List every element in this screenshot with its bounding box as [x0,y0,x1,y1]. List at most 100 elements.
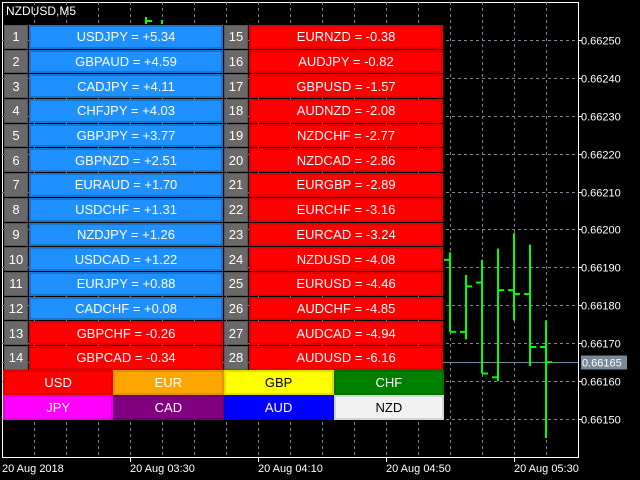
table-row: 11 EURJPY = +0.88 25 EURUSD = -4.46 [3,271,444,296]
rank-label: 11 [4,271,28,296]
y-tick-label: 0.66160 [581,377,621,389]
rank-label: 20 [224,148,248,173]
y-tick-label: 0.66210 [581,188,621,200]
pair-entry: 21 EURGBP = -2.89 [223,172,443,197]
pair-entry: 11 EURJPY = +0.88 [3,271,223,296]
y-tick-label: 0.66200 [581,225,621,237]
rank-label: 16 [224,49,248,74]
pair-strength-button[interactable]: EURAUD = +1.70 [29,173,223,197]
currency-button-jpy[interactable]: JPY [3,394,114,420]
pair-strength-button[interactable]: EURCAD = -3.24 [249,222,443,247]
pair-strength-button[interactable]: CADJPY = +4.11 [29,74,223,99]
table-row: 3 CADJPY = +4.11 17 GBPUSD = -1.57 [3,73,444,99]
currency-button-eur[interactable]: EUR [113,369,224,395]
pair-strength-button[interactable]: NZDCAD = -2.86 [249,148,443,173]
rank-label: 10 [4,247,28,271]
pair-entry: 16 AUDJPY = -0.82 [223,49,443,74]
pair-entry: 20 NZDCAD = -2.86 [223,147,443,173]
rank-label: 3 [4,74,28,99]
pair-entry: 15 EURNZD = -0.38 [223,24,443,49]
rank-label: 28 [224,345,248,370]
table-row: 5 GBPJPY = +3.77 19 NZDCHF = -2.77 [3,123,444,148]
pair-entry: 13 GBPCHF = -0.26 [3,320,223,345]
pair-entry: 6 GBPNZD = +2.51 [3,147,223,173]
pair-entry: 9 NZDJPY = +1.26 [3,222,223,247]
pair-entry: 25 EURUSD = -4.46 [223,271,443,296]
rank-label: 17 [224,74,248,99]
pair-entry: 19 NZDCHF = -2.77 [223,123,443,148]
pair-strength-button[interactable]: USDCAD = +1.22 [29,247,223,271]
table-row: 8 USDCHF = +1.31 22 EURCHF = -3.16 [3,197,444,222]
pair-entry: 10 USDCAD = +1.22 [3,246,223,271]
pair-strength-button[interactable]: NZDJPY = +1.26 [29,222,223,247]
pair-strength-button[interactable]: CHFJPY = +4.03 [29,99,223,123]
pair-strength-button[interactable]: AUDCHF = -4.85 [249,296,443,321]
pair-entry: 23 EURCAD = -3.24 [223,222,443,247]
currency-button-cad[interactable]: CAD [113,394,224,420]
x-tick-label: 20 Aug 04:10 [258,463,323,475]
pair-entry: 7 EURAUD = +1.70 [3,172,223,197]
table-row: 7 EURAUD = +1.70 21 EURGBP = -2.89 [3,172,444,197]
pair-entry: 26 AUDCHF = -4.85 [223,296,443,321]
table-row: 6 GBPNZD = +2.51 20 NZDCAD = -2.86 [3,147,444,173]
pair-entry: 1 USDJPY = +5.34 [3,24,223,49]
rank-label: 6 [4,148,28,173]
pair-strength-button[interactable]: GBPJPY = +3.77 [29,123,223,148]
pair-strength-button[interactable]: AUDUSD = -6.16 [249,345,443,370]
pair-strength-button[interactable]: GBPCHF = -0.26 [29,321,223,345]
rank-label: 12 [4,296,28,321]
rank-label: 14 [4,345,28,370]
rank-label: 1 [4,25,28,49]
rank-label: 26 [224,296,248,321]
pair-strength-button[interactable]: GBPUSD = -1.57 [249,74,443,99]
x-tick-label: 20 Aug 2018 [2,463,64,475]
pair-strength-button[interactable]: AUDJPY = -0.82 [249,49,443,74]
pair-strength-button[interactable]: EURUSD = -4.46 [249,271,443,296]
pair-strength-button[interactable]: CADCHF = +0.08 [29,296,223,321]
y-tick-label: 0.66250 [581,36,621,48]
rank-label: 22 [224,197,248,222]
pair-strength-button[interactable]: USDJPY = +5.34 [29,25,223,49]
rank-label: 21 [224,173,248,197]
currency-button-chf[interactable]: CHF [333,369,444,395]
rank-label: 5 [4,123,28,148]
rank-label: 18 [224,99,248,123]
y-tick-label: 0.66150 [581,415,621,427]
pair-strength-button[interactable]: USDCHF = +1.31 [29,197,223,222]
rank-label: 2 [4,49,28,74]
currency-button-aud[interactable]: AUD [223,394,334,420]
pair-entry: 4 CHFJPY = +4.03 [3,98,223,123]
pair-entry: 24 NZDUSD = -4.08 [223,246,443,271]
y-tick-label: 0.66190 [581,263,621,275]
pair-strength-button[interactable]: EURNZD = -0.38 [249,25,443,49]
pair-strength-button[interactable]: GBPNZD = +2.51 [29,148,223,173]
pair-strength-button[interactable]: GBPCAD = -0.34 [29,345,223,370]
currency-button-nzd[interactable]: NZD [333,394,444,420]
currency-row: JPY CAD AUD NZD [3,394,444,420]
pair-entry: 18 AUDNZD = -2.08 [223,98,443,123]
pair-entry: 8 USDCHF = +1.31 [3,197,223,222]
pair-strength-button[interactable]: EURCHF = -3.16 [249,197,443,222]
rank-label: 23 [224,222,248,247]
currency-strength-panel: 1 USDJPY = +5.34 15 EURNZD = -0.38 2 GBPAUD =… [3,24,444,420]
x-tick-label: 20 Aug 05:30 [514,463,579,475]
rank-label: 9 [4,222,28,247]
rank-label: 15 [224,25,248,49]
currency-button-usd[interactable]: USD [3,369,114,395]
pair-strength-button[interactable]: EURGBP = -2.89 [249,173,443,197]
pair-strength-button[interactable]: NZDUSD = -4.08 [249,247,443,271]
pair-entry: 12 CADCHF = +0.08 [3,296,223,321]
pair-entry: 2 GBPAUD = +4.59 [3,49,223,74]
table-row: 4 CHFJPY = +4.03 18 AUDNZD = -2.08 [3,98,444,123]
table-row: 2 GBPAUD = +4.59 16 AUDJPY = -0.82 [3,49,444,74]
pair-strength-button[interactable]: EURJPY = +0.88 [29,271,223,296]
currency-button-gbp[interactable]: GBP [223,369,334,395]
pair-strength-button[interactable]: AUDCAD = -4.94 [249,321,443,345]
rank-label: 7 [4,173,28,197]
table-row: 14 GBPCAD = -0.34 28 AUDUSD = -6.16 [3,345,444,370]
pair-strength-button[interactable]: AUDNZD = -2.08 [249,99,443,123]
pair-strength-button[interactable]: NZDCHF = -2.77 [249,123,443,148]
pair-strength-button[interactable]: GBPAUD = +4.59 [29,49,223,74]
table-row: 10 USDCAD = +1.22 24 NZDUSD = -4.08 [3,246,444,271]
pair-entry: 17 GBPUSD = -1.57 [223,73,443,99]
